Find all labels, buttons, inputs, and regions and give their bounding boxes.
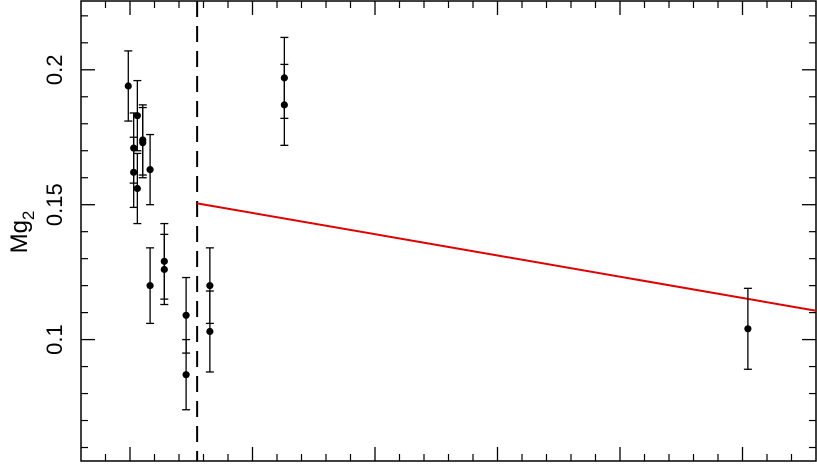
point-marker xyxy=(744,325,752,333)
point-marker xyxy=(182,371,190,379)
data-point xyxy=(146,133,155,206)
point-marker xyxy=(133,184,141,193)
data-points xyxy=(124,36,752,411)
point-marker xyxy=(139,139,147,147)
point-marker xyxy=(146,166,154,174)
point-marker xyxy=(280,101,288,109)
data-point xyxy=(146,247,155,325)
point-marker xyxy=(133,112,141,120)
data-point xyxy=(280,63,289,146)
y-tick-label: 0.15 xyxy=(42,183,67,226)
data-point xyxy=(743,287,752,370)
point-marker xyxy=(206,282,214,290)
data-point xyxy=(133,152,142,225)
y-ticks xyxy=(81,15,816,449)
y-tick-labels: 0.1 0.15 0.2 xyxy=(42,55,67,355)
point-marker xyxy=(124,82,132,90)
point-marker xyxy=(206,327,214,336)
point-marker xyxy=(130,168,138,176)
y-tick-label: 0.1 xyxy=(42,324,67,355)
point-marker xyxy=(160,265,168,274)
plot-frame xyxy=(80,0,817,462)
y-tick-label: 0.2 xyxy=(42,55,67,86)
point-marker xyxy=(146,282,154,290)
fit-line xyxy=(196,202,817,312)
x-ticks xyxy=(104,1,793,461)
data-point xyxy=(133,79,142,152)
y-axis-label: Mg2 xyxy=(6,211,38,254)
data-point xyxy=(124,50,133,122)
data-point xyxy=(160,233,169,306)
point-marker xyxy=(182,311,190,319)
data-point xyxy=(138,106,147,179)
data-point xyxy=(129,136,138,209)
data-point xyxy=(182,338,191,411)
y-axis-label-subscript: 2 xyxy=(19,211,38,220)
data-point xyxy=(205,290,214,373)
y-axis-label-main: Mg xyxy=(6,220,33,253)
